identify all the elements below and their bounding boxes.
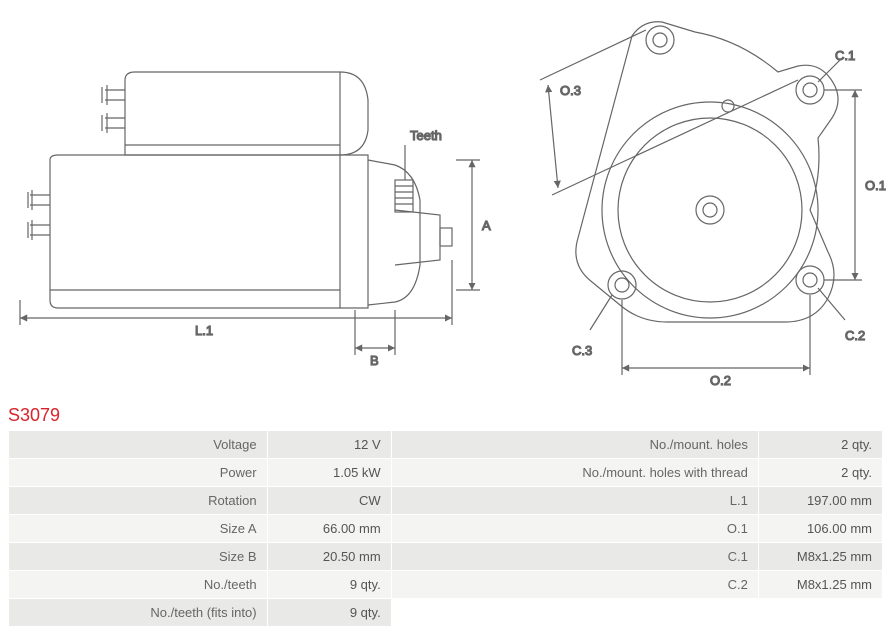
spec-label: O.1 <box>391 515 758 543</box>
spec-row: Size B20.50 mmC.1M8x1.25 mm <box>9 543 883 571</box>
spec-row: Power1.05 kWNo./mount. holes with thread… <box>9 459 883 487</box>
spec-row: RotationCWL.1197.00 mm <box>9 487 883 515</box>
technical-drawing: Teeth A L.1 B O.1 <box>0 0 889 395</box>
spec-value: CW <box>267 487 391 515</box>
spec-value: 66.00 mm <box>267 515 391 543</box>
spec-value: 12 V <box>267 431 391 459</box>
spec-label: Voltage <box>9 431 268 459</box>
spec-label: Size B <box>9 543 268 571</box>
spec-value: 9 qty. <box>267 599 391 627</box>
drawing-svg: Teeth A L.1 B O.1 <box>0 0 889 395</box>
spec-label: C.1 <box>391 543 758 571</box>
label-C2: C.2 <box>845 328 865 343</box>
label-A: A <box>482 218 491 233</box>
spec-value: 20.50 mm <box>267 543 391 571</box>
front-dimensions <box>540 30 862 375</box>
spec-value: 2 qty. <box>758 459 882 487</box>
spec-label: No./teeth (fits into) <box>9 599 268 627</box>
label-L1: L.1 <box>195 323 213 338</box>
spec-value: 197.00 mm <box>758 487 882 515</box>
spec-label: C.2 <box>391 571 758 599</box>
label-O2: O.2 <box>710 373 731 388</box>
spec-label: No./mount. holes with thread <box>391 459 758 487</box>
spec-value: 2 qty. <box>758 431 882 459</box>
spec-value: M8x1.25 mm <box>758 571 882 599</box>
spec-row: No./teeth (fits into)9 qty. <box>9 599 883 627</box>
spec-label: No./teeth <box>9 571 268 599</box>
spec-label: L.1 <box>391 487 758 515</box>
spec-label: Rotation <box>9 487 268 515</box>
spec-label: Size A <box>9 515 268 543</box>
spec-value: 1.05 kW <box>267 459 391 487</box>
spec-label: No./mount. holes <box>391 431 758 459</box>
spec-value: M8x1.25 mm <box>758 543 882 571</box>
spec-value: 106.00 mm <box>758 515 882 543</box>
label-O3: O.3 <box>560 83 581 98</box>
side-view <box>28 72 452 308</box>
spec-row: No./teeth9 qty.C.2M8x1.25 mm <box>9 571 883 599</box>
label-C3: C.3 <box>572 343 592 358</box>
part-number: S3079 <box>8 405 60 426</box>
spec-row: Voltage12 VNo./mount. holes2 qty. <box>9 431 883 459</box>
spec-label: Power <box>9 459 268 487</box>
label-teeth: Teeth <box>410 128 442 143</box>
spec-row: Size A66.00 mmO.1106.00 mm <box>9 515 883 543</box>
front-view <box>576 22 838 322</box>
spec-table: Voltage12 VNo./mount. holes2 qty.Power1.… <box>8 430 883 627</box>
label-C1: C.1 <box>835 48 855 63</box>
spec-value: 9 qty. <box>267 571 391 599</box>
label-O1: O.1 <box>865 178 886 193</box>
label-B: B <box>370 353 379 368</box>
